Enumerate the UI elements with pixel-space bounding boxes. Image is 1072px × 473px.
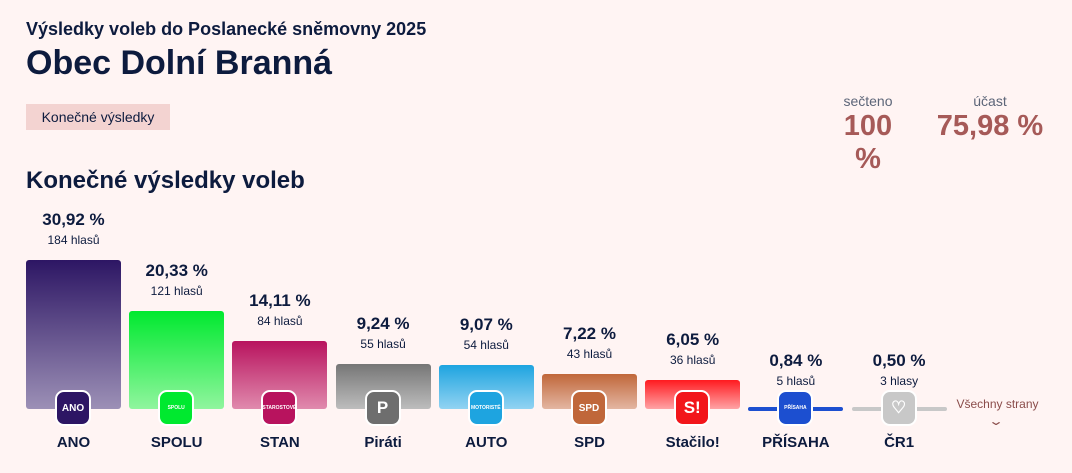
party-percent: 9,24 %	[356, 314, 410, 334]
party-percent: 14,11 %	[249, 290, 311, 310]
party-percent: 20,33 %	[145, 261, 208, 280]
party-logo-icon: MOTORISTÉ	[467, 390, 504, 426]
party-logo-icon: SPOLU	[158, 390, 195, 426]
party-votes: 121 hlasů	[150, 284, 203, 298]
party-votes: 36 hlasů	[670, 352, 716, 367]
party-column[interactable]: 30,92 % 184 hlasů ANO ANO	[26, 200, 121, 460]
party-votes: 3 hlasy	[880, 374, 919, 388]
party-votes: 184 hlasů	[47, 232, 100, 247]
party-column[interactable]: 7,22 % 43 hlasů SPD SPD	[542, 200, 637, 460]
stat-counted: sečteno 100 %	[830, 93, 906, 176]
party-column[interactable]: 20,33 % 121 hlasů SPOLU SPOLU	[129, 200, 225, 460]
page-title: Obec Dolní Branná	[26, 44, 333, 82]
party-name: PŘÍSAHA	[762, 434, 830, 451]
result-bar[interactable]	[26, 259, 121, 409]
party-column[interactable]: 0,84 % 5 hlasů PŘÍSAHA PŘÍSAHA	[748, 200, 844, 460]
party-name: ČR1	[884, 434, 915, 451]
party-logo-icon: SPD	[571, 390, 607, 426]
party-percent: 0,50 %	[872, 351, 926, 370]
party-logo-icon: PŘÍSAHA	[777, 390, 814, 426]
stat-label: účast	[973, 93, 1007, 109]
party-percent: 7,22 %	[563, 324, 616, 344]
party-name: SPOLU	[150, 434, 203, 451]
party-logo-icon: ♡	[880, 390, 917, 426]
party-logo-icon: P	[364, 390, 401, 426]
party-name: Stačilo!	[665, 434, 720, 451]
party-votes: 5 hlasů	[776, 374, 816, 388]
chevron-down-icon[interactable]: ⌄	[987, 414, 1005, 428]
party-logo-icon: STAROSTOVÉ	[261, 390, 298, 426]
party-name: ANO	[56, 434, 91, 451]
party-percent: 30,92 %	[42, 209, 105, 229]
all-parties-link[interactable]: Všechny strany	[956, 397, 1039, 411]
party-votes: 55 hlasů	[360, 337, 406, 352]
party-percent: 6,05 %	[666, 329, 720, 349]
election-supertitle: Výsledky voleb do Poslanecké sněmovny 20…	[26, 19, 427, 39]
stat-value: 100 %	[843, 110, 893, 175]
party-name: Piráti	[364, 434, 402, 451]
party-column[interactable]: 9,07 % 54 hlasů MOTORISTÉ AUTO	[438, 200, 534, 460]
status-badge: Konečné výsledky	[26, 104, 170, 130]
stat-value: 75,98 %	[936, 110, 1044, 142]
party-name: STAN	[260, 434, 300, 451]
party-column[interactable]: 14,11 % 84 hlasů STAROSTOVÉ STAN	[232, 200, 328, 460]
party-column[interactable]: 6,05 % 36 hlasů S! Stačilo!	[645, 200, 741, 460]
party-column[interactable]: 9,24 % 55 hlasů P Piráti	[335, 200, 431, 460]
party-logo-icon: S!	[674, 390, 711, 426]
party-name: SPD	[574, 434, 605, 451]
party-votes: 54 hlasů	[463, 338, 509, 353]
party-logo-icon: ANO	[55, 390, 91, 426]
party-percent: 0,84 %	[769, 351, 823, 370]
party-percent: 9,07 %	[459, 315, 513, 335]
stat-label: sečteno	[843, 93, 893, 109]
stat-turnout: účast 75,98 %	[936, 93, 1044, 143]
party-column[interactable]: 0,50 % 3 hlasy ♡ ČR1	[851, 200, 947, 460]
section-title: Konečné výsledky voleb	[26, 167, 305, 194]
party-name: AUTO	[465, 434, 508, 451]
party-votes: 43 hlasů	[566, 347, 613, 362]
party-votes: 84 hlasů	[257, 313, 303, 328]
